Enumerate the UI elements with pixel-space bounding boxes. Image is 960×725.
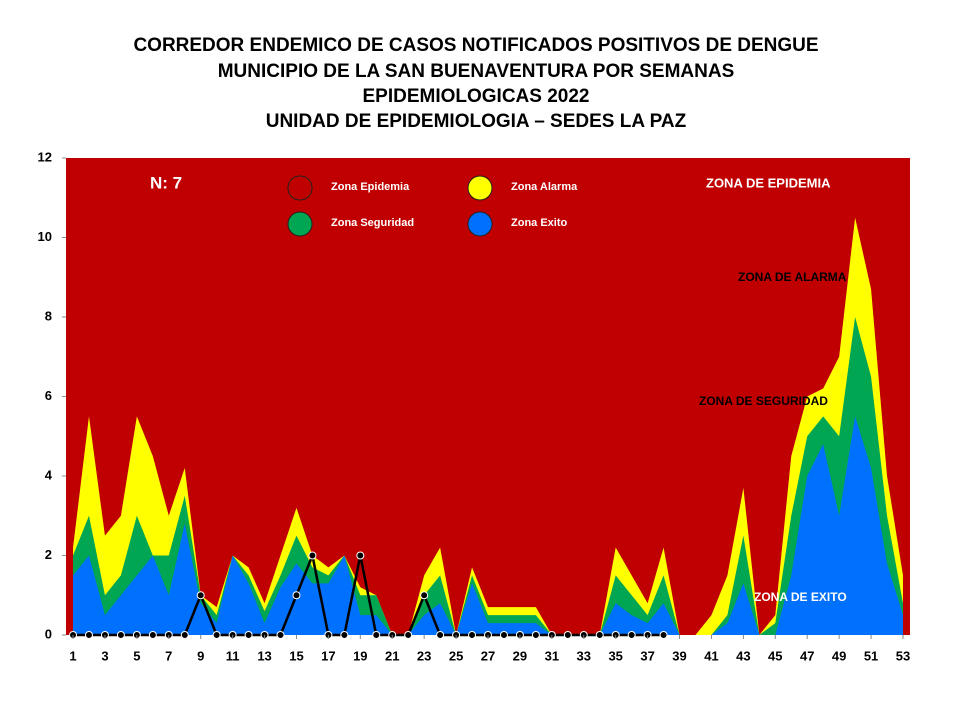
case-point	[659, 631, 668, 639]
case-point	[148, 631, 157, 639]
y-tick-label: 6	[45, 388, 52, 403]
case-point	[292, 591, 301, 600]
epidemic-zone	[66, 158, 910, 635]
x-tick-label: 19	[353, 648, 367, 663]
case-point	[244, 631, 253, 639]
x-tick-label: 25	[449, 648, 463, 663]
x-tick-label: 47	[800, 648, 814, 663]
x-tick-label: 3	[101, 648, 108, 663]
case-point	[276, 631, 285, 639]
annotation: ZONA DE EPIDEMIA	[706, 175, 831, 190]
annotation: N: 7	[150, 173, 182, 192]
case-point	[468, 631, 477, 639]
x-tick-label: 21	[385, 648, 399, 663]
x-tick-label: 31	[545, 648, 559, 663]
y-tick-label: 8	[45, 308, 52, 323]
legend-swatch	[467, 211, 493, 237]
x-tick-label: 53	[896, 648, 910, 663]
x-tick-label: 11	[226, 648, 240, 663]
x-tick-label: 13	[257, 648, 271, 663]
case-point	[84, 631, 93, 639]
legend-swatch	[287, 175, 313, 201]
case-point	[436, 631, 445, 639]
x-tick-label: 33	[577, 648, 591, 663]
x-tick-label: 29	[513, 648, 527, 663]
case-point	[116, 631, 125, 639]
x-tick-label: 9	[197, 648, 204, 663]
case-point	[196, 591, 205, 600]
annotation: ZONA DE SEGURIDAD	[699, 394, 828, 408]
case-point	[499, 631, 508, 639]
case-point	[180, 631, 189, 639]
chart-title: EPIDEMIOLOGICAS 2022	[362, 86, 589, 107]
case-point	[420, 591, 429, 600]
case-point	[340, 631, 349, 639]
x-tick-label: 37	[640, 648, 654, 663]
case-point	[212, 631, 221, 639]
legend-label: Zona Seguridad	[331, 217, 414, 229]
y-tick-label: 10	[38, 229, 52, 244]
legend-label: Zona Epidemia	[331, 181, 410, 193]
case-point	[595, 631, 604, 639]
y-tick-label: 2	[45, 547, 52, 562]
x-tick-label: 17	[321, 648, 335, 663]
case-point	[531, 631, 540, 639]
y-tick-label: 12	[38, 149, 52, 164]
case-point	[372, 631, 381, 639]
x-tick-label: 51	[864, 648, 878, 663]
legend-label: Zona Alarma	[511, 181, 578, 193]
x-tick-label: 39	[672, 648, 686, 663]
annotation: ZONA DE EXITO	[754, 590, 847, 604]
case-point	[356, 551, 365, 560]
x-tick-label: 1	[69, 648, 76, 663]
y-tick-label: 0	[45, 626, 52, 641]
x-tick-label: 43	[736, 648, 750, 663]
x-tick-label: 7	[165, 648, 172, 663]
zone-area	[73, 416, 903, 635]
x-tick-label: 41	[704, 648, 718, 663]
legend-label: Zona Exito	[511, 217, 568, 229]
chart-title: CORREDOR ENDEMICO DE CASOS NOTIFICADOS P…	[133, 35, 818, 56]
x-tick-label: 27	[481, 648, 495, 663]
legend-swatch	[287, 211, 313, 237]
case-point	[563, 631, 572, 639]
case-point	[404, 631, 413, 639]
annotation: ZONA DE ALARMA	[738, 270, 847, 284]
case-point	[308, 551, 317, 560]
chart-title: UNIDAD DE EPIDEMIOLOGIA – SEDES LA PAZ	[266, 111, 687, 132]
x-tick-label: 49	[832, 648, 846, 663]
case-point	[627, 631, 636, 639]
x-tick-label: 23	[417, 648, 431, 663]
x-tick-label: 35	[608, 648, 622, 663]
legend-swatch	[467, 175, 493, 201]
chart-title: MUNICIPIO DE LA SAN BUENAVENTURA POR SEM…	[218, 61, 735, 82]
x-tick-label: 15	[289, 648, 303, 663]
x-tick-label: 5	[133, 648, 140, 663]
x-tick-label: 45	[768, 648, 782, 663]
y-tick-label: 4	[45, 467, 53, 482]
